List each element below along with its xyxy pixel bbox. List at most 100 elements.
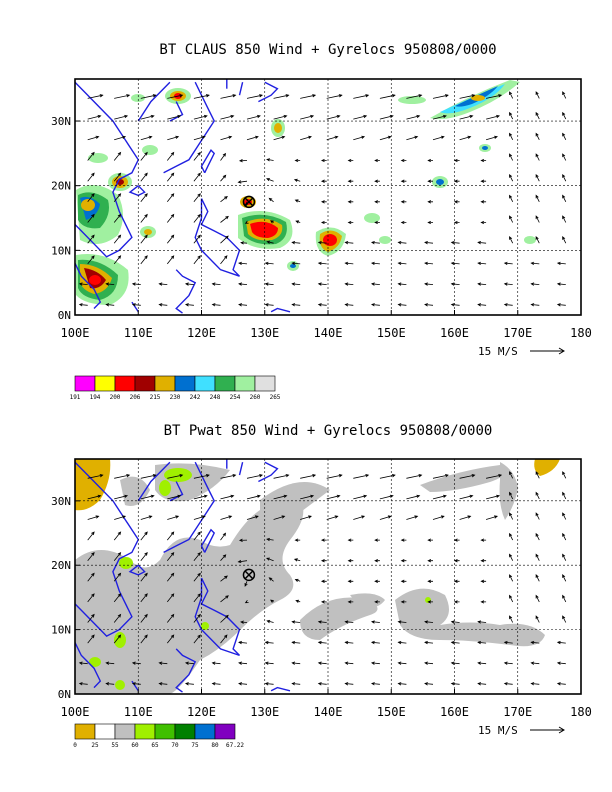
wind-vector: [427, 179, 433, 183]
wind-vector: [424, 661, 434, 665]
wind-vector: [193, 151, 201, 161]
lat-label: 0N: [58, 309, 71, 322]
wind-vector: [317, 640, 327, 645]
wind-vector: [379, 515, 392, 520]
wind-vector: [406, 114, 421, 120]
wind-vector: [477, 620, 487, 624]
wind-vector: [264, 261, 274, 266]
wind-vector: [320, 538, 327, 542]
colorbar-swatch: [94, 375, 116, 392]
wind-vector: [480, 220, 487, 225]
wind-vector: [503, 261, 513, 266]
wind-vector: [140, 114, 155, 120]
wind-vector: [477, 640, 487, 645]
wind-vector: [397, 303, 407, 307]
wind-vector: [131, 661, 141, 665]
wind-vector: [220, 174, 227, 182]
wind-vector: [131, 682, 141, 686]
lon-label: 120E: [187, 326, 216, 340]
coastline: [137, 461, 171, 502]
wind-vector: [246, 114, 261, 120]
wind-vector: [562, 153, 567, 161]
wind-vector: [87, 193, 95, 203]
wind-vector: [400, 179, 407, 183]
coastline: [169, 481, 184, 502]
wind-vector: [320, 579, 327, 583]
wind-vector: [270, 599, 274, 603]
colorbar-label: 215: [150, 394, 161, 401]
coastline: [175, 269, 197, 314]
wind-vector: [424, 241, 434, 245]
map-content: [75, 459, 581, 694]
wind-vector: [480, 538, 487, 542]
lat-label: 10N: [51, 244, 71, 257]
lon-label: 130E: [250, 326, 279, 340]
wind-vector: [535, 173, 540, 182]
wind-vector: [140, 494, 155, 500]
wind-vector: [459, 515, 472, 520]
wind-vector: [211, 282, 221, 286]
wind-vector: [300, 474, 317, 479]
wind-vector: [562, 512, 567, 520]
wind-vector: [344, 640, 354, 645]
wind-vector: [140, 593, 148, 603]
wind-vector: [453, 559, 460, 563]
wind-vector: [264, 661, 274, 665]
wind-vector: [291, 282, 301, 286]
wind-vector: [78, 303, 88, 307]
lat-label: 0N: [58, 688, 71, 701]
wind-vector: [87, 172, 95, 182]
wind-vector: [291, 682, 301, 686]
colorbar-label: 194: [90, 394, 101, 401]
wind-vector: [347, 200, 354, 204]
wind-vector: [87, 151, 95, 161]
wind-vector: [535, 111, 540, 120]
wind-vector: [105, 661, 115, 665]
coastline: [75, 642, 102, 689]
wind-vector: [166, 531, 175, 541]
wind-vector: [374, 179, 380, 183]
wind-vector: [397, 682, 407, 686]
wind-vector: [535, 132, 540, 140]
wind-vector: [193, 551, 201, 561]
wind-vector: [140, 213, 148, 223]
wind-vector: [87, 572, 95, 582]
wind-vector: [291, 661, 301, 665]
wind-vector: [477, 682, 487, 686]
wind-vector: [266, 178, 274, 182]
wind-vector: [562, 111, 567, 120]
wind-vector: [424, 303, 434, 307]
wind-vector: [158, 282, 168, 286]
wind-vector: [273, 94, 290, 99]
wind-vector: [105, 282, 115, 286]
wind-vector: [424, 282, 434, 286]
lat-label: 30N: [51, 115, 71, 128]
wind-vector: [140, 255, 148, 265]
wind-vector: [459, 114, 474, 120]
overlay-claus: 0N 10N 20N 30N 100E 110E 120E 130E 140E 150E 160E 1…: [51, 78, 592, 358]
lon-label: 180: [570, 705, 592, 719]
wind-vector: [113, 634, 122, 644]
colorbar-swatch: [214, 723, 236, 740]
wind-vector: [167, 135, 180, 141]
wind-vector: [326, 474, 343, 479]
wind-vector: [113, 531, 122, 541]
wind-vector: [140, 551, 148, 561]
coastline: [238, 462, 244, 476]
wind-vector: [105, 303, 115, 307]
lon-label: 160E: [440, 326, 469, 340]
wind-vector: [477, 661, 487, 665]
wind-vector: [193, 114, 208, 120]
wind-vector: [432, 94, 449, 99]
wind-vector: [294, 538, 301, 542]
wind-vector: [344, 661, 354, 665]
colorbar-label: 242: [190, 394, 201, 401]
wind-vector: [556, 682, 566, 686]
wind-vector: [291, 620, 301, 624]
wind-vector: [114, 474, 131, 479]
wind-vector: [450, 303, 460, 307]
wind-vector: [244, 220, 249, 224]
wind-vector: [264, 303, 274, 307]
wind-vector: [477, 282, 487, 286]
wind-vector: [480, 559, 487, 563]
